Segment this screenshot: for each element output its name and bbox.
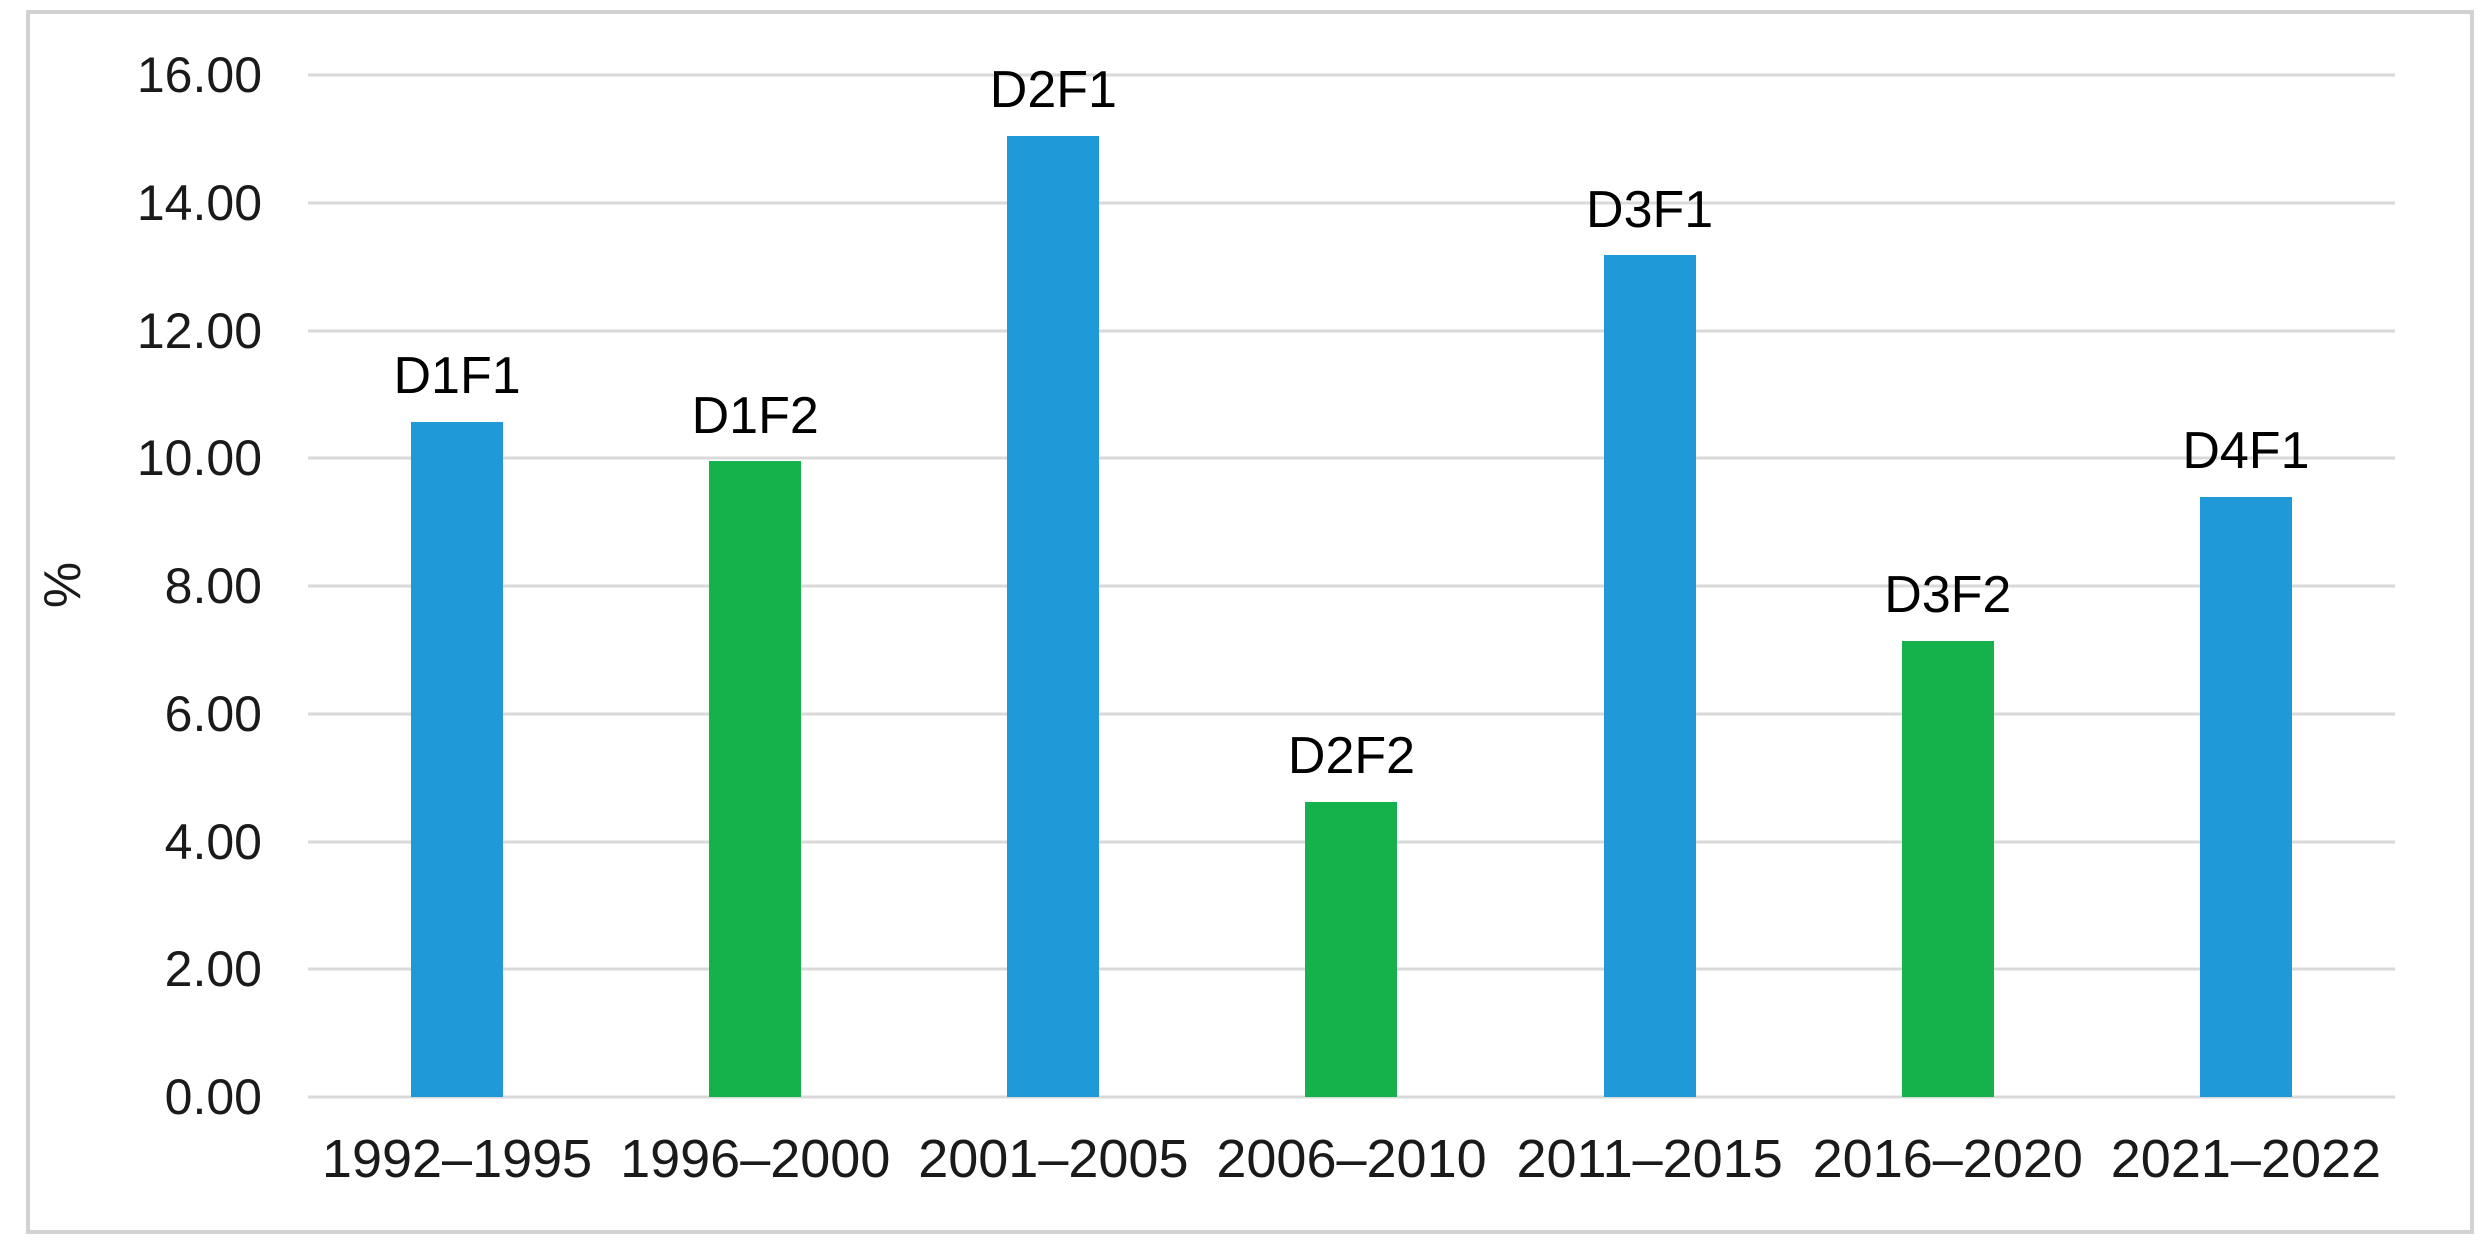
- category-slot: D1F1: [308, 75, 606, 1097]
- bar-d2f1: [1007, 135, 1100, 1097]
- bar-label-d3f2: D3F2: [1884, 566, 2012, 625]
- category-slot: D4F1: [2097, 75, 2395, 1097]
- bar-d3f1: [1603, 255, 1696, 1097]
- gridline: [308, 73, 2395, 77]
- category-slot: D2F1: [904, 63, 1202, 1097]
- plot-area: D1F1 D1F2 D2F1 D2F2 D3F1 D3F2 D4F1: [308, 63, 2395, 1099]
- bar-d1f1: [411, 421, 504, 1097]
- bar-label-d2f2: D2F2: [1287, 727, 1416, 786]
- y-tick-label: 14.00: [136, 174, 262, 231]
- gridline: [308, 584, 2395, 588]
- bar-d2f2: [1305, 801, 1398, 1097]
- x-tick-label: 2006–2010: [1216, 1129, 1487, 1189]
- gridline: [308, 201, 2395, 205]
- category-slot: D1F2: [606, 75, 904, 1097]
- y-tick-label: 16.00: [136, 47, 262, 103]
- y-tick-label: 0.00: [164, 1069, 262, 1125]
- bar-label-d2f1: D2F1: [989, 61, 1117, 120]
- gridline: [308, 1095, 2395, 1099]
- y-tick-label: 10.00: [136, 430, 262, 487]
- bar-d1f2: [709, 461, 802, 1097]
- bar-label-d1f2: D1F2: [691, 386, 819, 445]
- y-tick-label: 8.00: [164, 558, 262, 614]
- x-tick-label: 2016–2020: [1812, 1129, 2083, 1189]
- bar-label-d1f1: D1F1: [393, 347, 521, 406]
- y-tick-label: 4.00: [164, 813, 262, 870]
- bars-container: D1F1 D1F2 D2F1 D2F2 D3F1 D3F2 D4F1: [308, 63, 2395, 1097]
- y-axis-tick-labels: 0.00 2.00 4.00 6.00 8.00 10.00 12.00 14.00 16.00: [0, 47, 262, 1125]
- bar-d4f1: [2199, 496, 2292, 1097]
- gridline: [308, 712, 2395, 716]
- x-tick-label: 2001–2005: [918, 1129, 1189, 1189]
- bar-label-d4f1: D4F1: [2182, 421, 2310, 480]
- gridline: [308, 456, 2395, 460]
- y-tick-label: 12.00: [136, 302, 262, 359]
- x-tick-label: 2011–2015: [1516, 1129, 1783, 1189]
- x-tick-label: 1996–2000: [620, 1129, 891, 1189]
- x-axis-tick-labels: 1992–1995 1996–2000 2001–2005 2006–2010 2011…: [308, 1128, 2395, 1190]
- bar-d3f2: [1901, 640, 1994, 1097]
- category-slot: D3F1: [1501, 75, 1799, 1097]
- category-slot: D2F2: [1202, 75, 1500, 1097]
- y-tick-label: 2.00: [164, 941, 262, 998]
- x-tick-label: 1992–1995: [321, 1129, 593, 1189]
- gridline: [308, 329, 2395, 332]
- y-tick-label: 6.00: [164, 685, 262, 742]
- x-tick-label: 2021–2022: [2110, 1129, 2382, 1189]
- category-slot: D3F2: [1799, 75, 2097, 1097]
- bar-label-d3f1: D3F1: [1586, 180, 1714, 239]
